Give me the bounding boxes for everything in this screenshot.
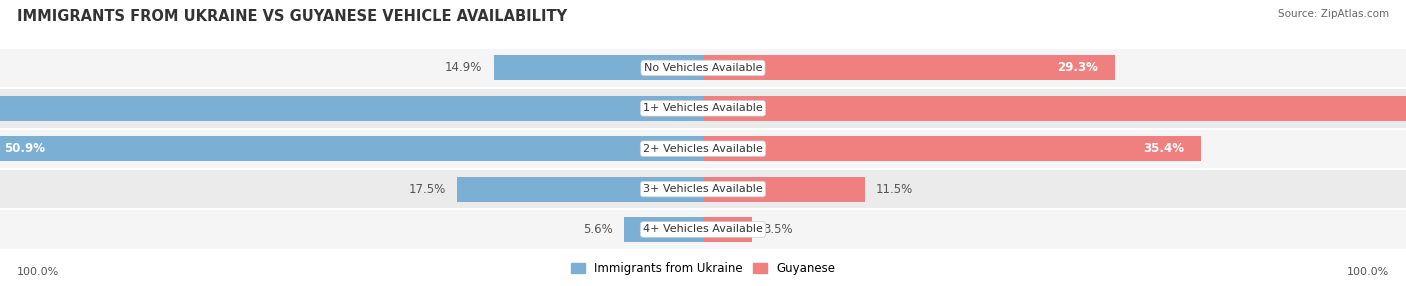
- Text: 29.3%: 29.3%: [1057, 61, 1098, 74]
- Text: 3+ Vehicles Available: 3+ Vehicles Available: [643, 184, 763, 194]
- Bar: [703, 96, 1406, 121]
- Bar: [0, 210, 1406, 249]
- Text: 3.5%: 3.5%: [763, 223, 793, 236]
- Text: Source: ZipAtlas.com: Source: ZipAtlas.com: [1278, 9, 1389, 19]
- Text: 100.0%: 100.0%: [1347, 267, 1389, 277]
- Bar: [624, 217, 703, 242]
- Text: 50.9%: 50.9%: [4, 142, 45, 155]
- Bar: [0, 89, 1406, 128]
- Text: 1+ Vehicles Available: 1+ Vehicles Available: [643, 103, 763, 113]
- Bar: [0, 136, 703, 161]
- Text: 14.9%: 14.9%: [444, 61, 482, 74]
- Text: No Vehicles Available: No Vehicles Available: [644, 63, 762, 73]
- Bar: [703, 217, 752, 242]
- Bar: [0, 49, 1406, 87]
- Bar: [0, 130, 1406, 168]
- Text: IMMIGRANTS FROM UKRAINE VS GUYANESE VEHICLE AVAILABILITY: IMMIGRANTS FROM UKRAINE VS GUYANESE VEHI…: [17, 9, 567, 23]
- Legend: Immigrants from Ukraine, Guyanese: Immigrants from Ukraine, Guyanese: [567, 258, 839, 280]
- Bar: [703, 55, 1115, 80]
- Bar: [703, 176, 865, 202]
- Text: 2+ Vehicles Available: 2+ Vehicles Available: [643, 144, 763, 154]
- Text: 11.5%: 11.5%: [876, 182, 912, 196]
- Text: 5.6%: 5.6%: [583, 223, 613, 236]
- Text: 4+ Vehicles Available: 4+ Vehicles Available: [643, 225, 763, 235]
- Bar: [494, 55, 703, 80]
- Bar: [0, 96, 703, 121]
- Bar: [457, 176, 703, 202]
- Text: 35.4%: 35.4%: [1143, 142, 1184, 155]
- Text: 100.0%: 100.0%: [17, 267, 59, 277]
- Bar: [703, 136, 1201, 161]
- Bar: [0, 170, 1406, 208]
- Text: 17.5%: 17.5%: [409, 182, 446, 196]
